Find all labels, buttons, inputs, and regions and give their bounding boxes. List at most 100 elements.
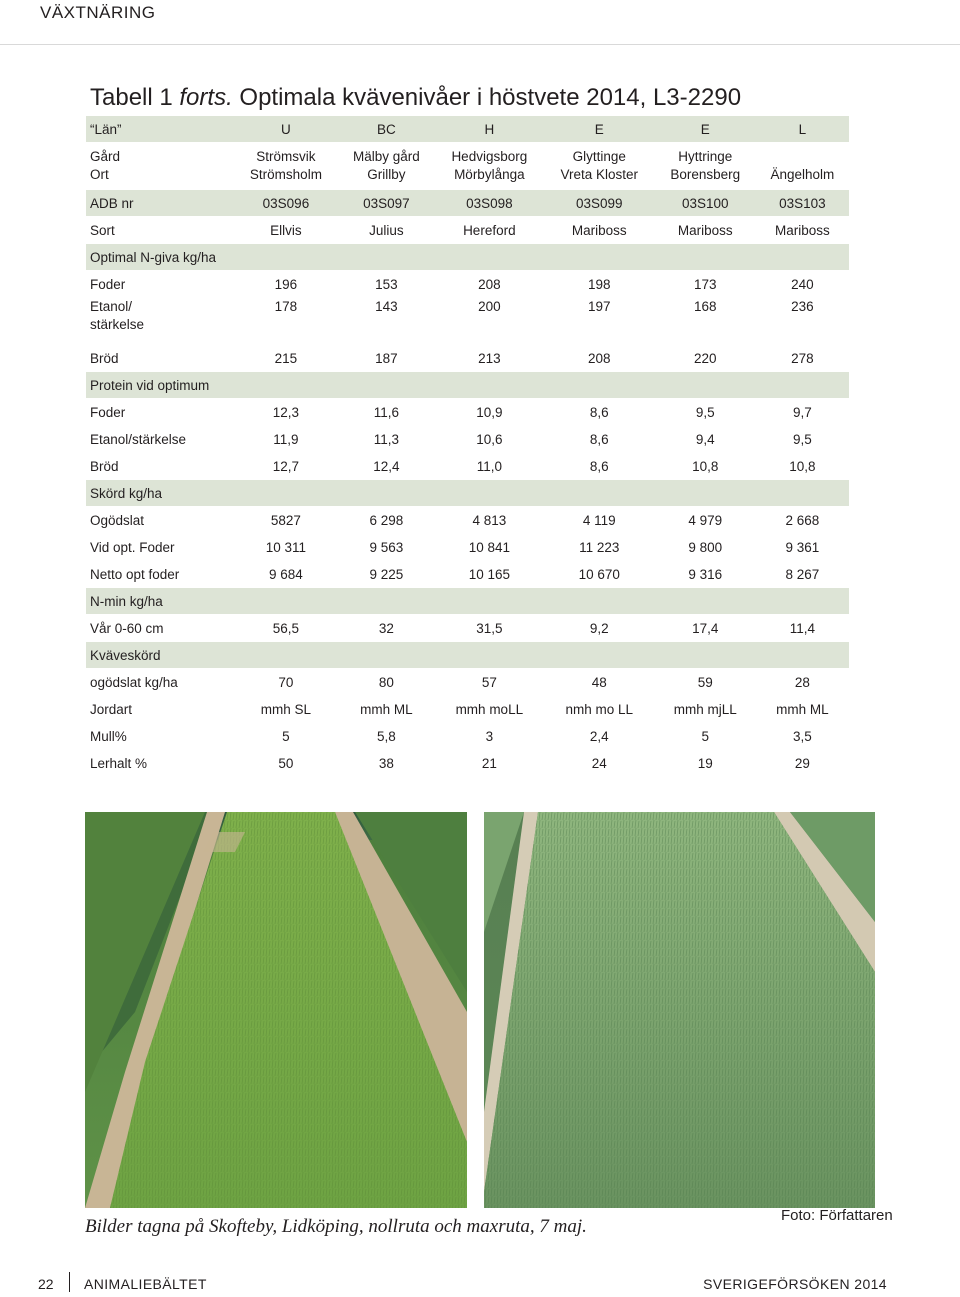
- table-cell: 10,8: [755, 452, 849, 480]
- table-cell: 196: [234, 270, 338, 298]
- table-cell: Mälby gård Grillby: [337, 142, 435, 190]
- table-cell: [434, 479, 544, 507]
- table-cell: Mariboss: [654, 216, 756, 244]
- table-cell: 213: [434, 344, 544, 372]
- table-cell: Hyttringe Borensberg: [654, 142, 756, 190]
- row-label: Bröd: [86, 452, 234, 480]
- section-label: VÄXTNÄRING: [40, 3, 156, 22]
- table-cell: 03S096: [234, 189, 338, 217]
- table-cell: 236: [755, 297, 849, 345]
- table-row: Vid opt. Foder 10 311 9 563 10 841 11 223 9 8…: [86, 533, 849, 561]
- table-cell: 153: [337, 270, 435, 298]
- table-cell: 29: [755, 749, 849, 776]
- table-cell: Ängelholm: [755, 142, 849, 190]
- section-header: VÄXTNÄRING: [0, 0, 960, 45]
- table-cell: H: [434, 115, 544, 143]
- table-cell: [434, 243, 544, 271]
- table-title-italic: forts.: [179, 84, 233, 111]
- table-cell: Glyttinge Vreta Kloster: [543, 142, 655, 190]
- table-cell: 198: [543, 270, 655, 298]
- table-cell: 5,8: [337, 722, 435, 750]
- table-row: Ogödslat 5827 6 298 4 813 4 119 4 979 2 668: [86, 506, 849, 534]
- table-row: Jordart mmh SL mmh ML mmh moLL nmh mo LL mmh …: [86, 695, 849, 723]
- table-cell: 28: [755, 668, 849, 696]
- table-row: Optimal N-giva kg/ha: [86, 243, 849, 271]
- row-label: N-min kg/ha: [86, 587, 234, 615]
- table-cell: U: [234, 115, 338, 143]
- table-row: Vår 0-60 cm 56,5 32 31,5 9,2 17,4 11,4: [86, 614, 849, 642]
- table-cell: 8,6: [543, 452, 655, 480]
- table-cell: 2 668: [755, 506, 849, 534]
- table-cell: [234, 243, 338, 271]
- publication-name: ANIMALIEBÄLTET: [84, 1276, 207, 1292]
- table-cell: [755, 243, 849, 271]
- table-row: Bröd 215 187 213 208 220 278: [86, 344, 849, 372]
- row-label: Etanol/stärkelse: [86, 297, 234, 345]
- table-cell: 9,7: [755, 398, 849, 426]
- table-row: Kväveskörd: [86, 641, 849, 669]
- table-cell: Strömsvik Strömsholm: [234, 142, 338, 190]
- table-cell: 57: [434, 668, 544, 696]
- photo-credit: Foto: Författaren: [781, 1207, 893, 1224]
- table-cell: 8 267: [755, 560, 849, 588]
- table-cell: 2,4: [543, 722, 655, 750]
- table-cell: 6 298: [337, 506, 435, 534]
- table-cell: mmh ML: [755, 695, 849, 723]
- photo-pair: [85, 812, 875, 1208]
- photo-zero-plot: [85, 812, 467, 1208]
- table-row: “Län” U BC H E E L: [86, 115, 849, 143]
- table-cell: 03S097: [337, 189, 435, 217]
- table-cell: E: [654, 115, 756, 143]
- table-cell: [543, 587, 655, 615]
- table-cell: 143: [337, 297, 435, 345]
- table-cell: 215: [234, 344, 338, 372]
- table-cell: 31,5: [434, 614, 544, 642]
- table-cell: 4 813: [434, 506, 544, 534]
- table-cell: 10,9: [434, 398, 544, 426]
- table-cell: [755, 587, 849, 615]
- table-cell: 10 841: [434, 533, 544, 561]
- table-cell: 9 800: [654, 533, 756, 561]
- table-cell: 9,5: [755, 425, 849, 453]
- table-cell: 19: [654, 749, 756, 776]
- table-cell: 5: [654, 722, 756, 750]
- table-cell: 21: [434, 749, 544, 776]
- row-label: Vår 0-60 cm: [86, 614, 234, 642]
- table-cell: [434, 587, 544, 615]
- row-label: Netto opt foder: [86, 560, 234, 588]
- table-cell: [654, 371, 756, 399]
- table-cell: 3: [434, 722, 544, 750]
- table-cell: 11,9: [234, 425, 338, 453]
- row-label: Etanol/stärkelse: [86, 425, 234, 453]
- row-label: Gård Ort: [86, 142, 234, 190]
- row-label: Vid opt. Foder: [86, 533, 234, 561]
- row-label: Lerhalt %: [86, 749, 234, 776]
- table-cell: 11 223: [543, 533, 655, 561]
- table-cell: 3,5: [755, 722, 849, 750]
- table-cell: [234, 479, 338, 507]
- table-cell: 03S100: [654, 189, 756, 217]
- table-row: Skörd kg/ha: [86, 479, 849, 507]
- row-label: Foder: [86, 398, 234, 426]
- table-cell: [755, 371, 849, 399]
- table-cell: [434, 641, 544, 669]
- table-row: ogödslat kg/ha 70 80 57 48 59 28: [86, 668, 849, 696]
- magazine-name: SVERIGEFÖRSÖKEN 2014: [703, 1276, 887, 1292]
- table-cell: nmh mo LL: [543, 695, 655, 723]
- table-cell: 197: [543, 297, 655, 345]
- table-row: Netto opt foder 9 684 9 225 10 165 10 670 9 3…: [86, 560, 849, 588]
- table-row: Foder 12,3 11,6 10,9 8,6 9,5 9,7: [86, 398, 849, 426]
- table-cell: [337, 243, 435, 271]
- table-cell: 200: [434, 297, 544, 345]
- table-cell: 9 316: [654, 560, 756, 588]
- table-cell: 278: [755, 344, 849, 372]
- table-cell: 173: [654, 270, 756, 298]
- row-label: Ogödslat: [86, 506, 234, 534]
- photo-max-plot: [484, 812, 875, 1208]
- table-cell: 24: [543, 749, 655, 776]
- table-cell: BC: [337, 115, 435, 143]
- table-cell: [434, 371, 544, 399]
- table-row: ADB nr 03S096 03S097 03S098 03S099 03S100 03S1…: [86, 189, 849, 217]
- table-cell: 10 670: [543, 560, 655, 588]
- table-cell: 178: [234, 297, 338, 345]
